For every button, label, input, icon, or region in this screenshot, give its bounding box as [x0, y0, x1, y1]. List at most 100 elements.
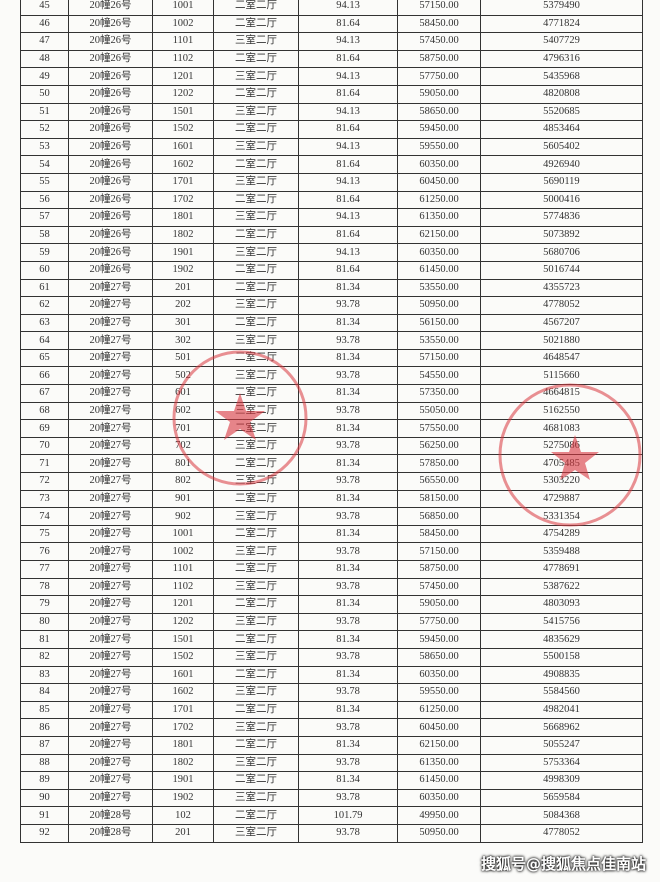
table-cell: 62150.00	[397, 225, 481, 245]
table-cell: 56150.00	[397, 313, 481, 333]
table-cell: 三室二厅	[213, 823, 299, 843]
table-row: 55 20幢26号 1701 三室二厅 94.13 60450.00 5690119	[20, 172, 643, 192]
table-cell: 57850.00	[397, 454, 481, 474]
table-cell: 55	[20, 172, 69, 192]
table-cell: 58450.00	[397, 14, 481, 34]
table-cell: 三室二厅	[213, 436, 299, 456]
table-row: 90 20幢27号 1902 三室二厅 93.78 60350.00 5659584	[20, 788, 643, 808]
table-cell: 81.34	[298, 595, 398, 614]
table-cell: 57150.00	[397, 0, 481, 16]
table-cell: 63	[20, 313, 69, 333]
table-cell: 73	[20, 489, 69, 509]
table-cell: 5303220	[480, 472, 643, 491]
table-cell: 51	[20, 102, 69, 122]
table-row: 77 20幢27号 1101 二室二厅 81.34 58750.00 4778691	[20, 560, 643, 579]
table-cell: 59	[20, 243, 69, 262]
table-cell: 三室二厅	[213, 102, 299, 122]
table-cell: 1602	[152, 155, 214, 174]
table-cell: 59550.00	[397, 683, 481, 702]
table-cell: 70	[20, 436, 69, 456]
table-row: 91 20幢28号 102 二室二厅 101.79 49950.00 5084368	[20, 806, 643, 825]
table-cell: 93.78	[298, 436, 398, 456]
table-cell: 三室二厅	[213, 67, 299, 86]
table-cell: 81.34	[298, 278, 398, 298]
table-row: 64 20幢27号 302 三室二厅 93.78 53550.00 5021880	[20, 331, 643, 350]
table-cell: 901	[152, 489, 214, 509]
table-row: 51 20幢26号 1501 三室二厅 94.13 58650.00 5520685	[20, 102, 643, 122]
table-cell: 20幢26号	[68, 14, 153, 34]
table-cell: 4908835	[480, 665, 643, 685]
table-cell: 5520685	[480, 102, 643, 122]
table-cell: 60450.00	[397, 718, 481, 737]
table-cell: 60350.00	[397, 665, 481, 685]
table-cell: 20幢27号	[68, 542, 153, 561]
table-row: 63 20幢27号 301 二室二厅 81.34 56150.00 4567207	[20, 313, 643, 333]
table-row: 71 20幢27号 801 二室二厅 81.34 57850.00 4705485	[20, 454, 643, 474]
table-cell: 1501	[152, 630, 214, 649]
table-row: 54 20幢26号 1602 二室二厅 81.64 60350.00 4926940	[20, 155, 643, 174]
table-row: 48 20幢26号 1102 二室二厅 81.64 58750.00 4796316	[20, 49, 643, 69]
table-cell: 54	[20, 155, 69, 174]
table-cell: 1201	[152, 67, 214, 86]
table-cell: 20幢27号	[68, 753, 153, 773]
table-cell: 50950.00	[397, 823, 481, 843]
table-cell: 59450.00	[397, 120, 481, 139]
table-cell: 58	[20, 225, 69, 245]
table-cell: 5359488	[480, 542, 643, 561]
table-cell: 93.78	[298, 331, 398, 350]
table-cell: 57550.00	[397, 419, 481, 438]
table-cell: 二室二厅	[213, 278, 299, 298]
table-row: 58 20幢26号 1802 二室二厅 81.64 62150.00 5073892	[20, 225, 643, 245]
table-cell: 20幢26号	[68, 190, 153, 210]
table-cell: 三室二厅	[213, 612, 299, 632]
table-cell: 三室二厅	[213, 472, 299, 491]
table-cell: 二室二厅	[213, 454, 299, 474]
table-cell: 4853464	[480, 120, 643, 139]
table-row: 81 20幢27号 1501 二室二厅 81.34 59450.00 4835629	[20, 630, 643, 649]
table-cell: 81.64	[298, 190, 398, 210]
table-cell: 81.34	[298, 735, 398, 755]
table-cell: 58150.00	[397, 489, 481, 509]
table-cell: 1801	[152, 735, 214, 755]
table-cell: 5162550	[480, 401, 643, 421]
table-cell: 20幢27号	[68, 278, 153, 298]
table-cell: 75	[20, 524, 69, 544]
table-cell: 67	[20, 384, 69, 403]
table-cell: 1601	[152, 665, 214, 685]
table-cell: 二室二厅	[213, 665, 299, 685]
table-cell: 三室二厅	[213, 753, 299, 773]
table-row: 65 20幢27号 501 二室二厅 81.34 57150.00 4648547	[20, 348, 643, 368]
table-cell: 1202	[152, 84, 214, 104]
table-cell: 20幢27号	[68, 489, 153, 509]
table-cell: 94.13	[298, 137, 398, 157]
table-cell: 20幢27号	[68, 524, 153, 544]
table-row: 49 20幢26号 1201 三室二厅 94.13 57750.00 5435968	[20, 67, 643, 86]
table-cell: 4803093	[480, 595, 643, 614]
table-cell: 5668962	[480, 718, 643, 737]
table-cell: 20幢26号	[68, 243, 153, 262]
table-cell: 53550.00	[397, 331, 481, 350]
table-row: 72 20幢27号 802 三室二厅 93.78 56550.00 5303220	[20, 472, 643, 491]
table-cell: 83	[20, 665, 69, 685]
table-row: 53 20幢26号 1601 三室二厅 94.13 59550.00 5605402	[20, 137, 643, 157]
table-cell: 93.78	[298, 366, 398, 386]
table-cell: 三室二厅	[213, 788, 299, 808]
table-cell: 4982041	[480, 700, 643, 720]
table-cell: 93.78	[298, 823, 398, 843]
table-cell: 49	[20, 67, 69, 86]
table-cell: 48	[20, 49, 69, 69]
table-cell: 20幢27号	[68, 577, 153, 597]
table-cell: 59550.00	[397, 137, 481, 157]
table-row: 61 20幢27号 201 二室二厅 81.34 53550.00 4355723	[20, 278, 643, 298]
table-cell: 60350.00	[397, 155, 481, 174]
table-cell: 20幢26号	[68, 32, 153, 51]
table-cell: 20幢26号	[68, 155, 153, 174]
table-cell: 94.13	[298, 67, 398, 86]
table-cell: 二室二厅	[213, 0, 299, 16]
table-cell: 54550.00	[397, 366, 481, 386]
table-cell: 85	[20, 700, 69, 720]
table-cell: 20幢27号	[68, 718, 153, 737]
table-cell: 三室二厅	[213, 683, 299, 702]
table-cell: 57750.00	[397, 612, 481, 632]
